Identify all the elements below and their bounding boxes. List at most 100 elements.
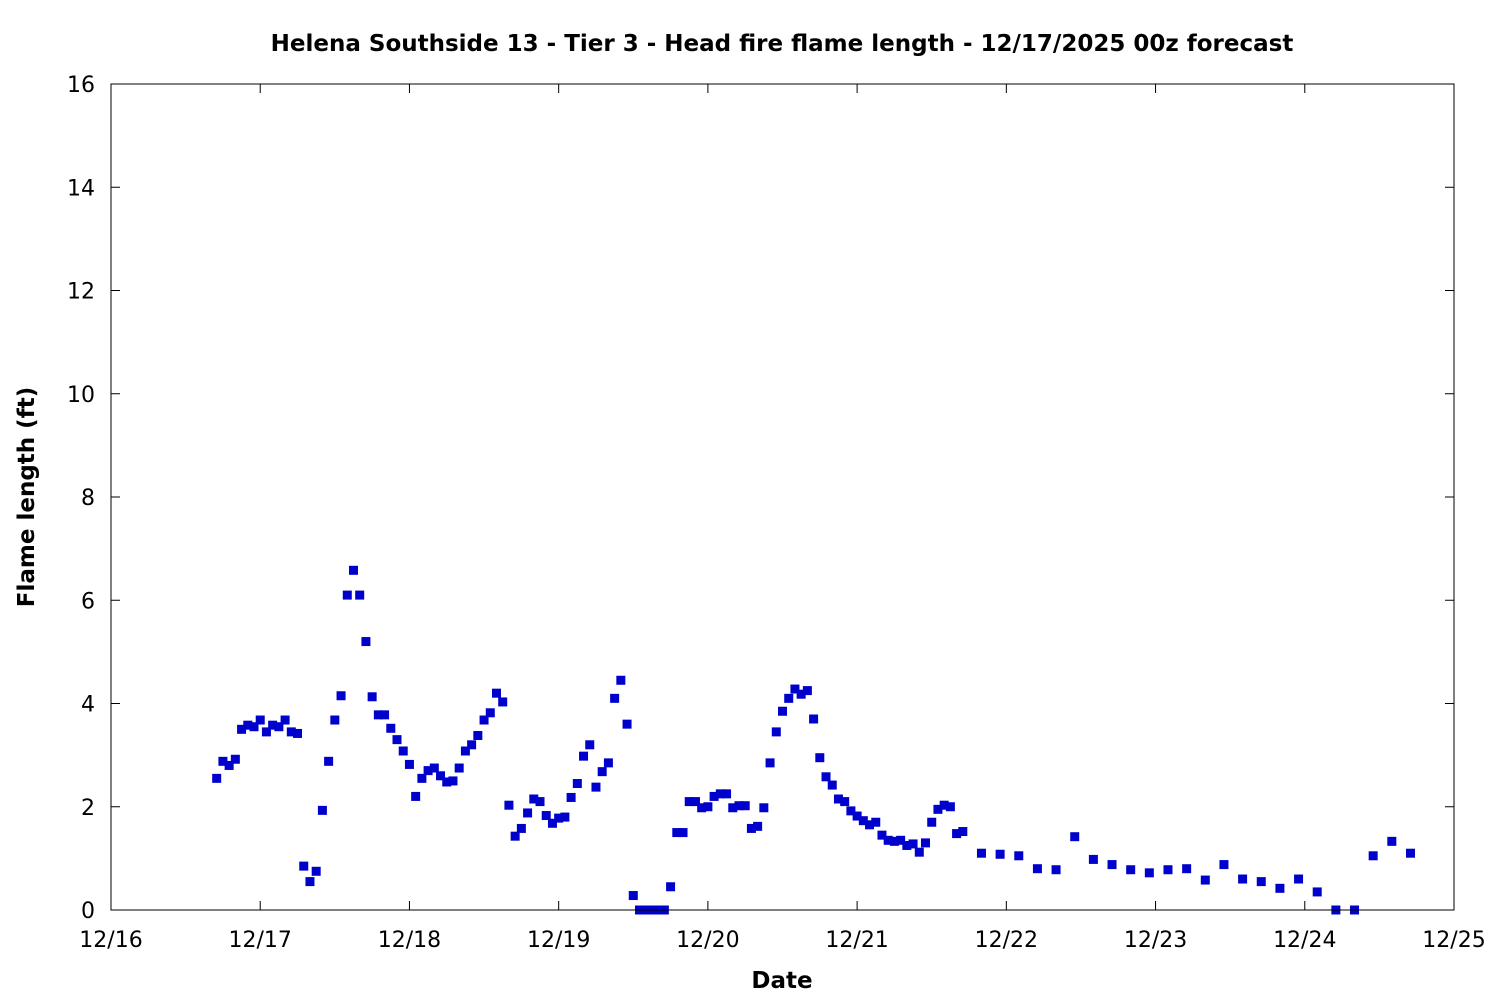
data-point [491,688,501,698]
data-point [678,828,688,838]
data-point [746,823,756,833]
data-point [454,763,464,773]
data-point [249,722,259,732]
data-point [995,849,1005,859]
data-point [1275,883,1285,893]
data-point [709,791,719,801]
data-point [529,794,539,804]
data-point [1182,864,1192,874]
data-point [436,771,446,781]
data-point [840,797,850,807]
data-point [361,637,371,647]
data-point [802,686,812,696]
data-point [429,763,439,773]
data-point [1368,851,1378,861]
data-point [237,724,247,734]
data-point [280,715,290,725]
data-point [243,720,253,730]
data-point [498,697,508,707]
data-point [373,710,383,720]
data-point [666,882,676,892]
data-point [1238,874,1248,884]
data-point [883,835,893,845]
data-point [809,714,819,724]
data-point [398,746,408,756]
data-point [274,722,284,732]
y-tick-label: 12 [67,280,95,305]
data-point [871,817,881,827]
y-tick-label: 4 [81,693,95,718]
data-point [921,838,931,848]
data-point [1032,864,1042,874]
x-tick-label: 12/20 [676,928,739,953]
y-axis-label: Flame length (ft) [14,387,40,607]
data-point [448,776,458,786]
data-points [212,565,1415,915]
data-point [591,782,601,792]
data-point [255,715,265,725]
data-point [293,728,303,738]
data-point [230,754,240,764]
data-point [889,836,899,846]
x-tick-label: 12/23 [1124,928,1187,953]
data-point [616,675,626,685]
data-point [485,708,495,718]
data-point [759,803,769,813]
data-point [311,866,321,876]
data-point [939,800,949,810]
data-point [442,777,452,787]
data-point [858,816,868,826]
y-tick-label: 8 [81,486,95,511]
data-point [1163,865,1173,875]
y-tick-label: 6 [81,589,95,614]
data-point [927,817,937,827]
axis-ticks [110,83,1455,911]
data-point [541,811,551,821]
data-point [753,821,763,831]
data-point [1294,874,1304,884]
data-point [392,735,402,745]
y-tick-label: 16 [67,73,95,98]
data-point [342,590,352,600]
data-point [317,805,327,815]
data-point [380,710,390,720]
data-point [697,803,707,813]
data-point [815,753,825,763]
data-point [846,806,856,816]
data-point [952,829,962,839]
data-point [1405,848,1415,858]
data-point [560,812,570,822]
data-point [603,758,613,768]
data-point [535,797,545,807]
data-point [1387,836,1397,846]
x-tick-label: 12/16 [79,928,142,953]
data-point [684,797,694,807]
data-point [896,835,906,845]
data-point [404,759,414,769]
data-point [411,791,421,801]
x-tick-label: 12/17 [229,928,292,953]
data-point [510,831,520,841]
y-tick-label: 10 [67,383,95,408]
x-tick-label: 12/22 [975,928,1038,953]
data-point [579,751,589,761]
data-point [908,839,918,849]
data-point [286,727,296,737]
data-point [852,811,862,821]
data-point [212,773,222,783]
data-point [467,740,477,750]
y-tick-label: 0 [81,899,95,924]
data-point [914,847,924,857]
data-point [547,818,557,828]
data-point [796,689,806,699]
data-point [566,792,576,802]
x-tick-label: 12/21 [825,928,888,953]
data-point [833,794,843,804]
data-point [765,758,775,768]
data-point [554,813,564,823]
x-tick-label: 12/25 [1422,928,1485,953]
data-point [305,877,315,887]
data-point [261,727,271,737]
data-point [622,719,632,729]
